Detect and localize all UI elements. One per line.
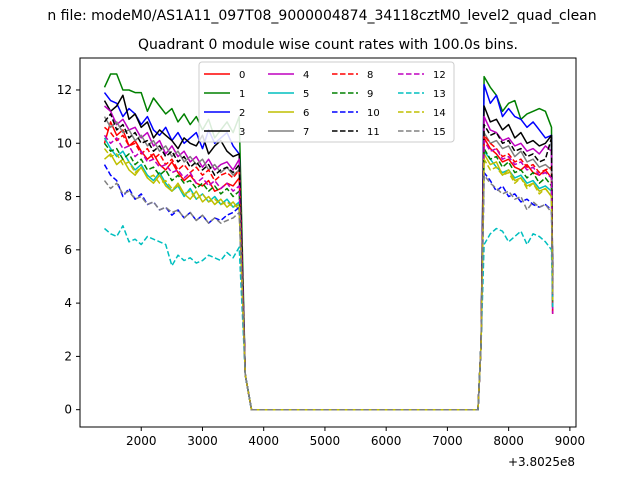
x-tick-label: 4000 bbox=[248, 434, 279, 448]
chart-title: Quadrant 0 module wise count rates with … bbox=[138, 37, 518, 53]
plot-frame bbox=[79, 57, 577, 428]
series-line-8 bbox=[104, 126, 554, 411]
series-line-4 bbox=[104, 105, 554, 411]
y-tick-label: 8 bbox=[64, 190, 72, 204]
y-tick-label: 10 bbox=[57, 136, 72, 150]
legend-label: 5 bbox=[303, 89, 309, 100]
legend-label: 11 bbox=[367, 127, 380, 138]
y-axis: 0 2 4 6 8 10 12 bbox=[57, 83, 80, 417]
series-line-13 bbox=[104, 225, 554, 411]
series-line-11 bbox=[103, 113, 554, 411]
legend-label: 4 bbox=[303, 70, 309, 81]
legend-label: 10 bbox=[367, 108, 380, 119]
series-line-14 bbox=[103, 148, 554, 411]
legend-label: 9 bbox=[367, 89, 373, 100]
legend-label: 12 bbox=[433, 70, 446, 81]
legend-label: 6 bbox=[303, 108, 309, 119]
series-line-15 bbox=[103, 174, 554, 411]
legend-box bbox=[198, 61, 455, 143]
x-tick-label: 5000 bbox=[310, 434, 341, 448]
x-axis: 2000 3000 4000 5000 6000 7000 8000 9000 bbox=[126, 427, 585, 448]
y-tick-label: 2 bbox=[64, 349, 72, 363]
series-line-7 bbox=[103, 116, 554, 411]
x-tick-label: 3000 bbox=[187, 434, 218, 448]
legend-label: 14 bbox=[433, 108, 446, 119]
figure-suptitle: n file: modeM0/AS1A11_097T08_9000004874_… bbox=[47, 8, 596, 24]
series-line-5 bbox=[103, 137, 554, 411]
legend-label: 0 bbox=[239, 70, 245, 81]
y-tick-label: 6 bbox=[64, 243, 72, 257]
legend-label: 15 bbox=[433, 127, 446, 138]
series-line-10 bbox=[103, 164, 554, 411]
x-tick-label: 2000 bbox=[126, 434, 157, 448]
x-tick-label: 8000 bbox=[493, 434, 524, 448]
x-tick-label: 6000 bbox=[371, 434, 402, 448]
legend-label: 13 bbox=[433, 89, 446, 100]
legend-label: 8 bbox=[367, 70, 373, 81]
legend-label: 1 bbox=[239, 89, 245, 100]
x-tick-label: 9000 bbox=[555, 434, 586, 448]
y-tick-label: 12 bbox=[57, 83, 72, 97]
legend-label: 7 bbox=[303, 127, 309, 138]
series-line-3 bbox=[103, 94, 554, 411]
legend-label: 3 bbox=[239, 127, 245, 138]
series-layer bbox=[103, 73, 554, 411]
y-tick-label: 4 bbox=[64, 296, 72, 310]
series-line-12 bbox=[103, 134, 554, 411]
x-axis-offset-label: +3.8025e8 bbox=[508, 455, 575, 469]
legend-label: 2 bbox=[239, 108, 245, 119]
x-tick-label: 7000 bbox=[432, 434, 463, 448]
y-tick-label: 0 bbox=[64, 403, 72, 417]
